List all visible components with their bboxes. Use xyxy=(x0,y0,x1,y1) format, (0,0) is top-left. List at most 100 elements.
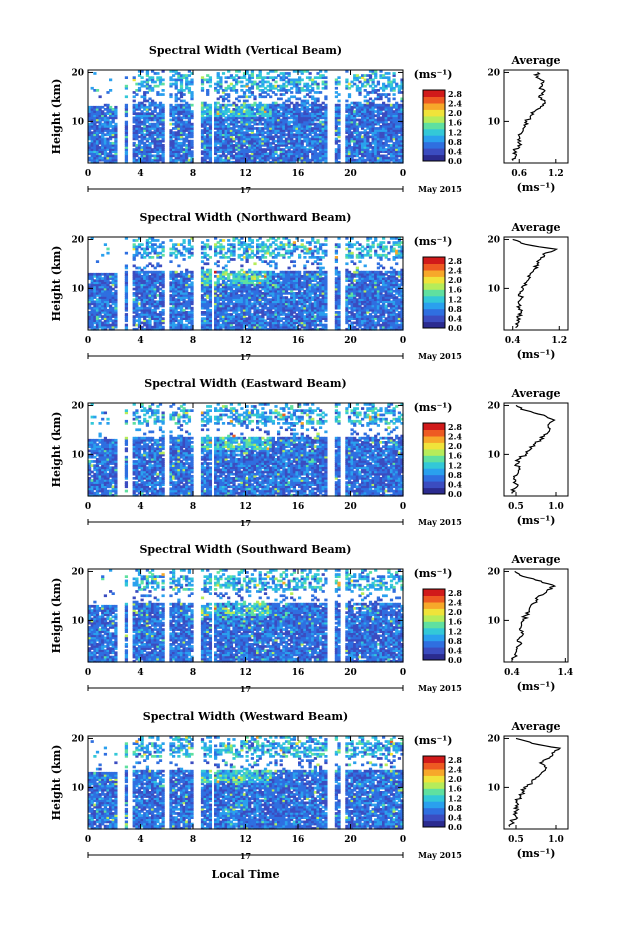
heatmap-cell xyxy=(232,294,236,297)
heatmap-cell xyxy=(382,105,386,109)
heatmap-cell xyxy=(187,311,192,314)
heatmap-cell xyxy=(103,289,108,293)
heatmap-cell xyxy=(219,256,223,259)
heatmap-cell xyxy=(366,80,370,84)
heatmap-cell xyxy=(395,141,399,145)
heatmap-cell xyxy=(242,243,247,247)
heatmap-cell xyxy=(109,292,113,295)
heatmap-cell xyxy=(206,146,210,149)
heatmap-cell xyxy=(274,80,278,84)
heatmap-cell xyxy=(384,118,388,122)
heatmap-cell xyxy=(256,281,260,285)
heatmap-cell xyxy=(156,313,160,316)
heatmap-cell xyxy=(109,294,113,297)
heatmap-cell xyxy=(88,283,92,287)
heatmap-cell xyxy=(232,272,236,276)
heatmap-cell xyxy=(379,144,383,147)
heatmap-cell xyxy=(111,292,115,295)
heatmap-cell xyxy=(290,116,294,120)
heatmap-cell xyxy=(237,70,241,73)
heatmap-cell xyxy=(227,137,231,141)
heatmap-cell xyxy=(148,287,152,291)
heatmap-cell xyxy=(109,285,113,289)
heatmap-cell xyxy=(240,277,244,280)
heatmap-cell xyxy=(250,325,255,329)
heatmap-cell xyxy=(206,300,210,304)
heatmap-cell xyxy=(135,116,139,120)
heatmap-cell xyxy=(240,287,244,291)
heatmap-cell xyxy=(216,125,220,128)
heatmap-cell xyxy=(151,296,155,299)
heatmap-cell xyxy=(290,120,294,124)
heatmap-cell xyxy=(219,108,223,111)
heatmap-cell xyxy=(355,78,360,82)
heatmap-cell xyxy=(95,315,100,318)
heatmap-cell xyxy=(132,300,136,304)
heatmap-cell xyxy=(232,296,236,299)
colorbar-swatch xyxy=(423,109,445,117)
heatmap-cell xyxy=(245,105,249,109)
heatmap-cell xyxy=(161,82,165,86)
heatmap-cell xyxy=(153,141,157,145)
heatmap-cell xyxy=(219,110,223,113)
heatmap-cell xyxy=(169,110,173,113)
heatmap-cell xyxy=(266,141,270,145)
heatmap-cell xyxy=(384,129,388,132)
heatmap-cell xyxy=(256,308,260,312)
heatmap-cell xyxy=(250,86,255,90)
heatmap-cell xyxy=(124,139,129,143)
heatmap-cell xyxy=(384,114,388,118)
heatmap-cell xyxy=(216,270,220,274)
heatmap-cell xyxy=(143,158,147,162)
heatmap-cell xyxy=(250,129,255,132)
heatmap-cell xyxy=(169,285,173,289)
heatmap-cell xyxy=(324,116,328,120)
heatmap-cell xyxy=(206,239,210,242)
heatmap-cell xyxy=(245,296,249,299)
heatmap-cell xyxy=(321,150,325,154)
heatmap-cell xyxy=(103,112,108,116)
heatmap-cell xyxy=(235,108,239,111)
heatmap-cell xyxy=(387,110,391,113)
heatmap-cell xyxy=(248,294,252,297)
heatmap-cell xyxy=(106,251,110,255)
heatmap-cell xyxy=(216,146,220,149)
heatmap-cell xyxy=(242,249,247,253)
heatmap-cell xyxy=(200,277,205,280)
heatmap-cell xyxy=(266,80,270,84)
heatmap-cell xyxy=(88,285,92,289)
heatmap-cell xyxy=(208,80,213,84)
heatmap-cell xyxy=(263,156,268,160)
heatmap-cell xyxy=(190,154,194,158)
heatmap-cell xyxy=(248,78,252,82)
heatmap-cell xyxy=(227,139,231,143)
heatmap-cell xyxy=(151,154,155,158)
heatmap-cell xyxy=(303,112,307,116)
heatmap-cell xyxy=(169,82,173,86)
heatmap-cell xyxy=(206,281,210,285)
heatmap-cell xyxy=(208,125,213,128)
heatmap-cell xyxy=(214,89,218,92)
heatmap-cell xyxy=(334,118,339,122)
heatmap-cell xyxy=(242,131,247,135)
heatmap-cell xyxy=(253,325,257,329)
heatmap-cell xyxy=(90,313,94,316)
heatmap-cell xyxy=(187,114,192,118)
heatmap-cell xyxy=(114,156,118,160)
heatmap-cell xyxy=(292,70,297,73)
heatmap-cell xyxy=(137,131,142,135)
heatmap-cell xyxy=(179,148,184,151)
heatmap-cell xyxy=(324,127,328,130)
heatmap-cell xyxy=(221,105,226,109)
heatmap-cell xyxy=(229,249,234,253)
heatmap-cell xyxy=(305,141,310,145)
heatmap-cell xyxy=(90,108,94,111)
heatmap-cell xyxy=(371,110,375,113)
heatmap-cell xyxy=(240,264,244,268)
heatmap-cell xyxy=(256,133,260,137)
heatmap-cell xyxy=(368,141,373,145)
average-x-tick-label: 0.6 xyxy=(511,169,527,179)
heatmap-cell xyxy=(271,139,276,143)
heatmap-cell xyxy=(235,122,239,126)
heatmap-cell xyxy=(177,74,181,77)
